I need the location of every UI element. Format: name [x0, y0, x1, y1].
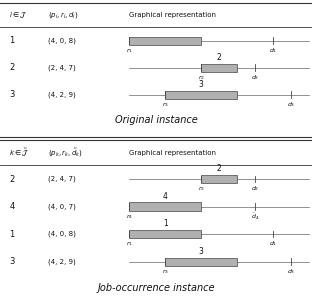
Text: $d_1$: $d_1$: [269, 46, 277, 55]
Text: (4, 2, 9): (4, 2, 9): [48, 258, 76, 265]
Text: $r_3$: $r_3$: [162, 267, 169, 276]
Text: $k \in \tilde{\mathcal{J}}$: $k \in \tilde{\mathcal{J}}$: [9, 147, 30, 159]
Bar: [201, 64, 237, 72]
Bar: [165, 91, 237, 99]
Text: 3: 3: [199, 80, 204, 89]
Text: 4: 4: [163, 192, 168, 201]
Text: Job-occurrence instance: Job-occurrence instance: [97, 283, 215, 293]
Text: $r_1$: $r_1$: [126, 46, 133, 55]
Text: 2: 2: [217, 164, 222, 173]
Text: 2: 2: [217, 53, 222, 62]
Text: $r_3$: $r_3$: [162, 100, 169, 109]
Text: $i \in \mathcal{J}$: $i \in \mathcal{J}$: [9, 10, 28, 20]
Text: 3: 3: [199, 247, 204, 256]
Text: (2, 4, 7): (2, 4, 7): [48, 176, 76, 182]
Text: (4, 0, 8): (4, 0, 8): [48, 231, 76, 237]
Text: $d_1$: $d_1$: [269, 239, 277, 248]
Text: $d_2$: $d_2$: [251, 73, 259, 82]
Text: (4, 2, 9): (4, 2, 9): [48, 92, 76, 98]
Text: 3: 3: [9, 257, 15, 266]
Bar: [201, 175, 237, 183]
Text: $d_3$: $d_3$: [287, 267, 295, 276]
Bar: [129, 230, 201, 238]
Text: $r_4$: $r_4$: [126, 212, 133, 221]
Text: 1: 1: [9, 230, 15, 239]
Text: 1: 1: [9, 36, 15, 45]
Text: $r_2$: $r_2$: [198, 73, 205, 82]
Text: 1: 1: [163, 219, 168, 228]
Text: Original instance: Original instance: [115, 115, 197, 125]
Text: Graphical representation: Graphical representation: [129, 150, 217, 156]
Text: $d_2$: $d_2$: [251, 184, 259, 193]
Text: 2: 2: [9, 175, 15, 184]
Text: $\tilde{d}_4$: $\tilde{d}_4$: [251, 212, 259, 222]
Text: Graphical representation: Graphical representation: [129, 12, 217, 18]
Text: $(p_i, r_i, d_i)$: $(p_i, r_i, d_i)$: [48, 10, 79, 20]
Text: 4: 4: [9, 202, 15, 211]
Bar: [165, 258, 237, 266]
Text: $r_2$: $r_2$: [198, 184, 205, 193]
Text: $r_1$: $r_1$: [126, 239, 133, 248]
Text: 3: 3: [9, 90, 15, 99]
Text: (2, 4, 7): (2, 4, 7): [48, 65, 76, 71]
Text: 2: 2: [9, 63, 15, 72]
Text: $(p_k, r_k, \tilde{d}_k)$: $(p_k, r_k, \tilde{d}_k)$: [48, 147, 83, 159]
Text: $d_3$: $d_3$: [287, 100, 295, 109]
Text: (4, 0, 7): (4, 0, 7): [48, 203, 76, 210]
Bar: [129, 37, 201, 45]
Text: (4, 0, 8): (4, 0, 8): [48, 37, 76, 44]
Bar: [129, 202, 201, 211]
